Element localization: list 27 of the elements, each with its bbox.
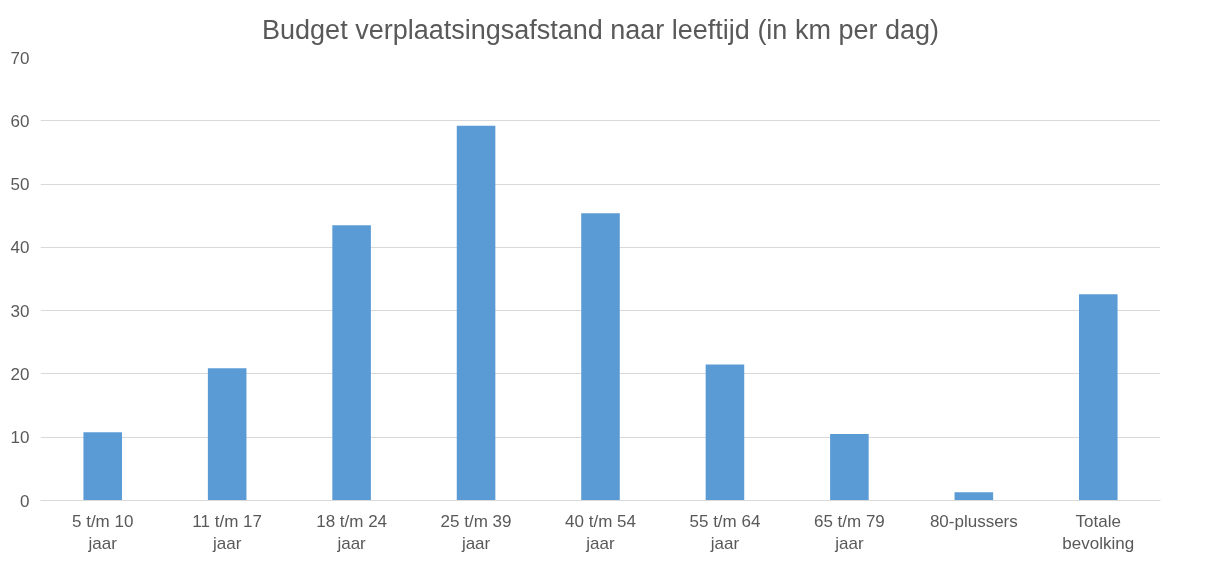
bar	[830, 434, 869, 501]
x-tick-label: 65 t/m 79 jaar	[813, 511, 885, 554]
bar	[332, 225, 371, 501]
y-tick-label: 50	[10, 175, 30, 195]
y-tick-label: 70	[10, 48, 30, 68]
x-tick-label: 11 t/m 17 jaar	[192, 511, 262, 554]
y-tick-label: 40	[10, 238, 30, 258]
bar	[581, 213, 620, 501]
y-tick-label: 0	[20, 491, 30, 511]
x-tick-label: 5 t/m 10 jaar	[72, 511, 134, 554]
bar	[83, 432, 123, 501]
y-tick-label: 20	[10, 364, 30, 384]
x-tick-label: 55 t/m 64 jaar	[689, 511, 761, 554]
bar	[456, 125, 496, 501]
x-tick-label: Totale bevolking	[1062, 511, 1135, 554]
y-tick-label: 10	[10, 428, 30, 448]
x-tick-label: 80-plussers	[929, 511, 1018, 531]
bar	[207, 368, 247, 501]
bar	[705, 364, 745, 501]
y-tick-label: 60	[10, 111, 30, 131]
y-tick-label: 30	[10, 301, 30, 321]
x-tick-label: 18 t/m 24 jaar	[316, 511, 388, 554]
chart-title: Budget verplaatsingsafstand naar leeftijd (in km per dag)	[262, 15, 939, 45]
bar	[954, 492, 994, 501]
x-tick-label: 25 t/m 39 jaar	[440, 511, 512, 554]
bar	[1078, 294, 1118, 501]
x-tick-label: 40 t/m 54 jaar	[565, 511, 636, 554]
